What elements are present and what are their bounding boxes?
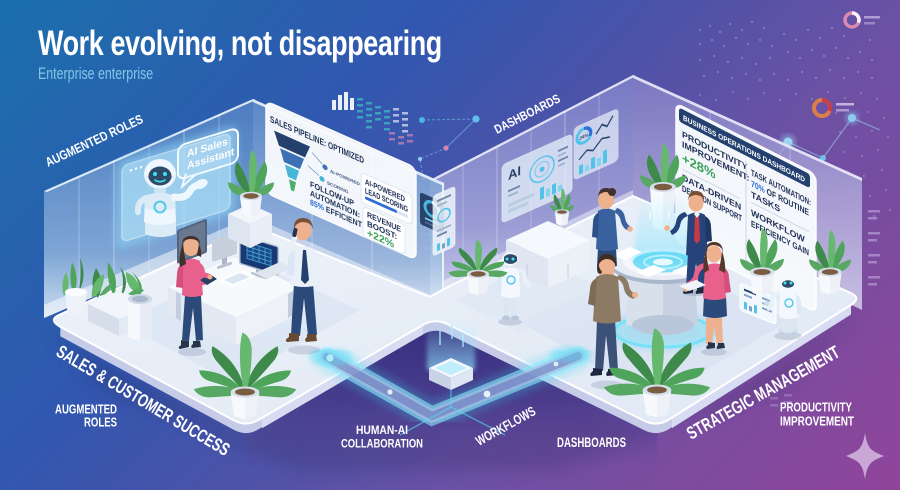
- svg-text:COLLABORATION: COLLABORATION: [341, 439, 423, 451]
- svg-text:AUGMENTED: AUGMENTED: [55, 403, 117, 417]
- svg-text:ROLES: ROLES: [84, 416, 117, 430]
- svg-text:AI: AI: [508, 163, 521, 183]
- svg-text:HUMAN-AI: HUMAN-AI: [356, 425, 408, 437]
- svg-text:PRODUCTIVITY: PRODUCTIVITY: [780, 400, 852, 415]
- svg-text:DASHBOARDS: DASHBOARDS: [557, 435, 626, 450]
- svg-text:24%: 24%: [580, 132, 590, 141]
- svg-text:IMPROVEMENT: IMPROVEMENT: [780, 414, 854, 429]
